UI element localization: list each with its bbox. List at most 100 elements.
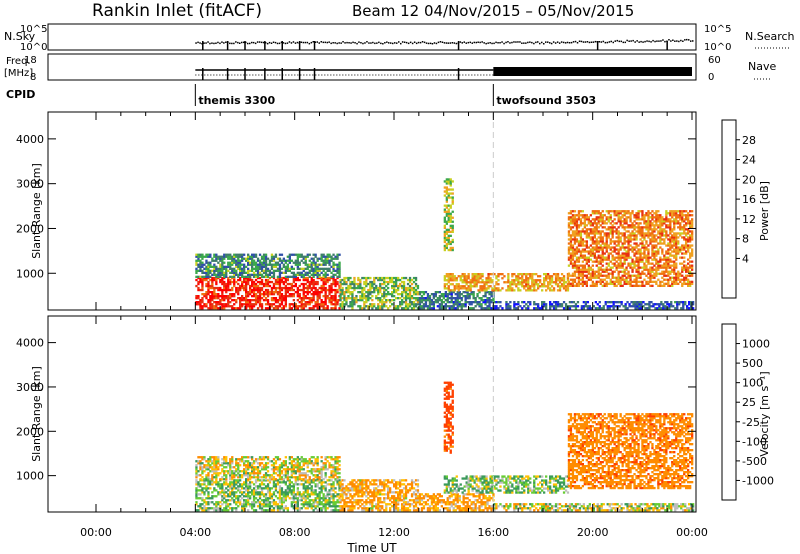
echo-cell [567,234,571,237]
echo-cell [349,280,352,284]
echo-cell [619,236,622,239]
echo-cell [640,305,643,308]
echo-cell [211,276,214,280]
echo-cell [318,269,321,272]
echo-cell [211,481,214,484]
echo-cell [623,260,626,263]
echo-cell [623,280,626,283]
echo-cell [669,238,672,241]
echo-cell [645,224,648,227]
echo-cell [243,257,246,260]
echo-cell [276,307,280,310]
echo-cell [562,281,566,284]
nsky-point [469,41,471,44]
echo-cell [241,497,244,500]
echo-cell [577,272,581,275]
echo-cell [241,509,244,512]
echo-cell [649,278,652,281]
echo-cell [205,253,208,256]
echo-cell [623,270,626,273]
echo-cell [320,271,323,274]
nsky-point [223,42,225,44]
echo-cell [262,255,266,258]
echo-cell [597,240,600,243]
echo-cell [249,303,252,306]
echo-cell [422,303,426,306]
echo-cell [369,286,372,290]
echo-cell [404,303,408,306]
echo-cell [566,277,570,280]
echo-cell [615,264,618,267]
echo-cell [324,282,327,286]
echo-cell [667,218,670,221]
echo-cell [310,299,313,302]
echo-cell [221,491,224,494]
echo-cell [280,301,284,304]
echo-cell [367,293,370,296]
echo-cell [567,256,571,259]
echo-cell [197,509,200,512]
echo-cell [647,236,650,239]
echo-cell [444,307,447,310]
echo-cell [302,275,305,278]
echo-cell [274,261,278,264]
nsky-point [354,42,356,44]
echo-cell [657,220,660,223]
echo-cell [669,254,672,257]
echo-cell [205,255,208,258]
echo-cell [632,305,635,308]
echo-cell [302,288,305,292]
echo-cell [573,262,577,265]
echo-cell [211,269,214,272]
echo-cell [446,295,449,298]
echo-cell [217,267,220,270]
echo-cell [451,228,454,231]
echo-cell [310,286,313,290]
beam-date-title: Beam 12 04/Nov/2015 – 05/Nov/2015 [352,2,634,20]
echo-cell [587,222,590,225]
echo-cell [245,485,248,488]
echo-cell [683,246,686,249]
echo-cell [467,289,470,292]
echo-cell [221,299,224,302]
echo-cell [247,301,250,304]
echo-cell [649,220,652,223]
echo-cell [647,220,650,223]
echo-cell [523,287,526,290]
echo-cell [229,278,232,282]
echo-cell [404,299,408,302]
echo-cell [611,230,614,233]
echo-cell [276,286,280,290]
nsky-point [658,40,660,42]
echo-cell [341,286,344,290]
echo-cell [635,280,638,283]
echo-cell [426,295,430,298]
echo-cell [657,210,660,213]
echo-cell [418,299,422,302]
echo-cell [517,273,520,276]
echo-cell [669,230,672,233]
echo-cell [651,270,654,273]
echo-cell [278,275,282,278]
nsky-point [229,42,231,45]
echo-cell [681,214,684,217]
echo-cell [225,255,228,258]
echo-cell [199,288,202,292]
echo-cell [472,295,475,298]
echo-cell [571,218,575,221]
echo-cell [229,275,232,278]
echo-cell [312,291,315,294]
echo-cell [583,270,586,273]
echo-cell [447,281,450,284]
echo-cell [219,265,222,268]
echo-cell [657,278,660,281]
echo-cell [681,284,684,287]
echo-cell [615,256,618,259]
echo-cell [408,305,412,308]
echo-cell [637,270,640,273]
echo-cell [642,301,645,304]
echo-cell [209,483,212,486]
echo-cell [571,264,575,267]
echo-cell [270,303,274,306]
echo-cell [675,262,678,265]
